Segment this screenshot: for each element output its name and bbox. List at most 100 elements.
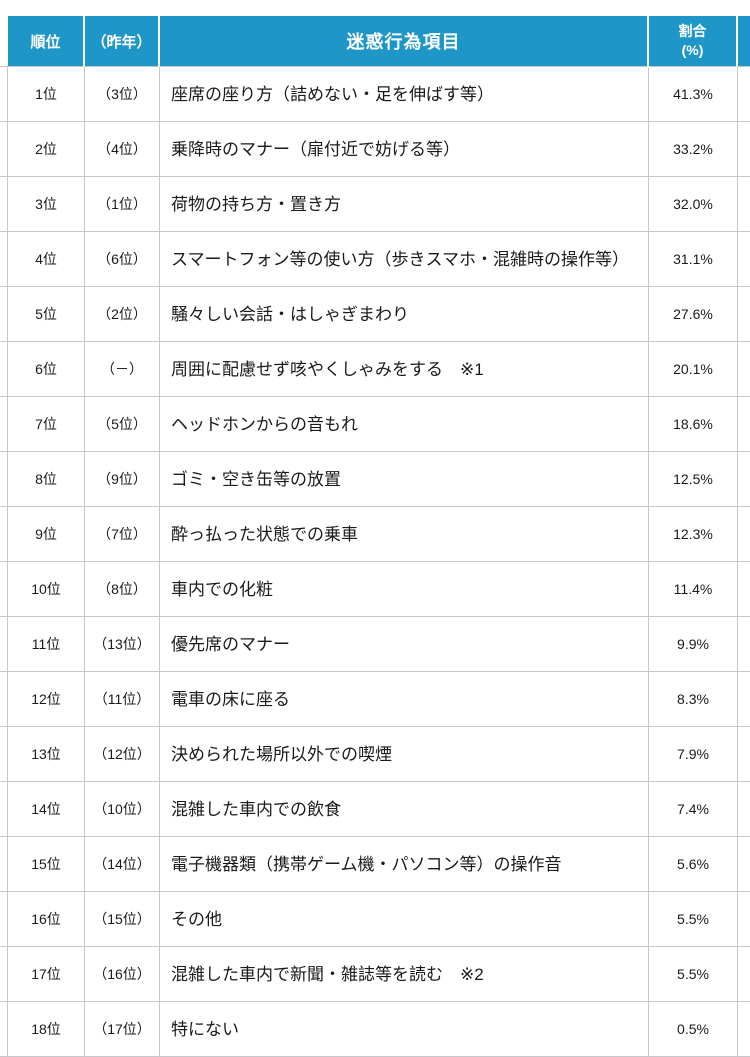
ratio-cell: 8.3%: [649, 672, 738, 727]
ranking-table-page: 順位 （昨年） 迷惑行為項目 割合 (%) 1位 （3位） 座席の座り方（詰めない…: [0, 16, 750, 1057]
left-edge-cutoff-cell: [0, 617, 8, 672]
rank-cell: 6位: [8, 342, 85, 397]
left-edge-cutoff-cell: [0, 16, 8, 67]
right-edge-cutoff-cell: [738, 947, 750, 1002]
nuisance-item-cell: 優先席のマナー: [160, 617, 649, 672]
right-edge-cutoff-cell: [738, 507, 750, 562]
table-row: 5位 （2位） 騒々しい会話・はしゃぎまわり 27.6%: [0, 287, 750, 342]
ratio-cell: 7.4%: [649, 782, 738, 837]
table-row: 15位 （14位） 電子機器類（携帯ゲーム機・パソコン等）の操作音 5.6%: [0, 837, 750, 892]
last-year-rank-cell: （17位）: [85, 1002, 160, 1057]
nuisance-item-cell: 混雑した車内で新聞・雑誌等を読む ※2: [160, 947, 649, 1002]
nuisance-item-cell: 特にない: [160, 1002, 649, 1057]
table-row: 8位 （9位） ゴミ・空き缶等の放置 12.5%: [0, 452, 750, 507]
nuisance-item-cell: ヘッドホンからの音もれ: [160, 397, 649, 452]
right-edge-cutoff-cell: [738, 892, 750, 947]
rank-cell: 11位: [8, 617, 85, 672]
rank-cell: 3位: [8, 177, 85, 232]
right-edge-cutoff-cell: [738, 232, 750, 287]
table-row: 2位 （4位） 乗降時のマナー（扉付近で妨げる等） 33.2%: [0, 122, 750, 177]
ratio-cell: 20.1%: [649, 342, 738, 397]
right-edge-cutoff-cell: [738, 1002, 750, 1057]
right-edge-cutoff-cell: [738, 452, 750, 507]
rank-cell: 14位: [8, 782, 85, 837]
left-edge-cutoff-cell: [0, 1002, 8, 1057]
last-year-rank-cell: （2位）: [85, 287, 160, 342]
ratio-cell: 11.4%: [649, 562, 738, 617]
ratio-cell: 12.5%: [649, 452, 738, 507]
table-row: 17位 （16位） 混雑した車内で新聞・雑誌等を読む ※2 5.5%: [0, 947, 750, 1002]
nuisance-item-cell: 電車の床に座る: [160, 672, 649, 727]
ratio-cell: 9.9%: [649, 617, 738, 672]
left-edge-cutoff-cell: [0, 232, 8, 287]
rank-cell: 16位: [8, 892, 85, 947]
nuisance-item-cell: その他: [160, 892, 649, 947]
right-edge-cutoff-cell: [738, 397, 750, 452]
last-year-rank-cell: （15位）: [85, 892, 160, 947]
rank-cell: 5位: [8, 287, 85, 342]
last-year-rank-cell: （12位）: [85, 727, 160, 782]
left-edge-cutoff-cell: [0, 452, 8, 507]
last-year-rank-cell: （8位）: [85, 562, 160, 617]
left-edge-cutoff-cell: [0, 672, 8, 727]
nuisance-item-cell: 酔っ払った状態での乗車: [160, 507, 649, 562]
left-edge-cutoff-cell: [0, 892, 8, 947]
header-row: 順位 （昨年） 迷惑行為項目 割合 (%): [0, 16, 750, 67]
col-header-rank: 順位: [8, 16, 85, 67]
rank-cell: 1位: [8, 67, 85, 122]
rank-cell: 13位: [8, 727, 85, 782]
table-row: 1位 （3位） 座席の座り方（詰めない・足を伸ばす等） 41.3%: [0, 67, 750, 122]
nuisance-item-cell: 座席の座り方（詰めない・足を伸ばす等）: [160, 67, 649, 122]
right-edge-cutoff-cell: [738, 342, 750, 397]
last-year-rank-cell: （14位）: [85, 837, 160, 892]
left-edge-cutoff-cell: [0, 837, 8, 892]
col-header-ratio: 割合 (%): [649, 16, 738, 67]
rank-cell: 7位: [8, 397, 85, 452]
last-year-rank-cell: （1位）: [85, 177, 160, 232]
ratio-header-line1: 割合: [678, 23, 707, 40]
table-row: 16位 （15位） その他 5.5%: [0, 892, 750, 947]
rank-cell: 8位: [8, 452, 85, 507]
last-year-rank-cell: （5位）: [85, 397, 160, 452]
left-edge-cutoff-cell: [0, 397, 8, 452]
nuisance-item-cell: 周囲に配慮せず咳やくしゃみをする ※1: [160, 342, 649, 397]
table-row: 18位 （17位） 特にない 0.5%: [0, 1002, 750, 1057]
left-edge-cutoff-cell: [0, 342, 8, 397]
col-header-last-year: （昨年）: [85, 16, 160, 67]
ratio-cell: 31.1%: [649, 232, 738, 287]
left-edge-cutoff-cell: [0, 562, 8, 617]
left-edge-cutoff-cell: [0, 782, 8, 837]
ratio-cell: 27.6%: [649, 287, 738, 342]
right-edge-cutoff-cell: [738, 122, 750, 177]
last-year-rank-cell: （9位）: [85, 452, 160, 507]
table-row: 4位 （6位） スマートフォン等の使い方（歩きスマホ・混雑時の操作等） 31.1…: [0, 232, 750, 287]
last-year-rank-cell: （6位）: [85, 232, 160, 287]
rank-cell: 18位: [8, 1002, 85, 1057]
ratio-header-line2: (%): [681, 42, 704, 58]
table-row: 12位 （11位） 電車の床に座る 8.3%: [0, 672, 750, 727]
ratio-cell: 5.6%: [649, 837, 738, 892]
last-year-rank-cell: （－）: [85, 342, 160, 397]
nuisance-item-cell: 車内での化粧: [160, 562, 649, 617]
table-row: 6位 （－） 周囲に配慮せず咳やくしゃみをする ※1 20.1%: [0, 342, 750, 397]
ratio-cell: 33.2%: [649, 122, 738, 177]
left-edge-cutoff-cell: [0, 122, 8, 177]
right-edge-cutoff-cell: [738, 67, 750, 122]
left-edge-cutoff-cell: [0, 947, 8, 1002]
rank-cell: 12位: [8, 672, 85, 727]
nuisance-item-cell: 電子機器類（携帯ゲーム機・パソコン等）の操作音: [160, 837, 649, 892]
table-row: 14位 （10位） 混雑した車内での飲食 7.4%: [0, 782, 750, 837]
table-row: 3位 （1位） 荷物の持ち方・置き方 32.0%: [0, 177, 750, 232]
last-year-rank-cell: （4位）: [85, 122, 160, 177]
nuisance-item-cell: 荷物の持ち方・置き方: [160, 177, 649, 232]
nuisance-item-cell: スマートフォン等の使い方（歩きスマホ・混雑時の操作等）: [160, 232, 649, 287]
ratio-cell: 5.5%: [649, 892, 738, 947]
nuisance-item-cell: 決められた場所以外での喫煙: [160, 727, 649, 782]
last-year-rank-cell: （13位）: [85, 617, 160, 672]
left-edge-cutoff-cell: [0, 67, 8, 122]
right-edge-cutoff-cell: [738, 672, 750, 727]
nuisance-item-cell: ゴミ・空き缶等の放置: [160, 452, 649, 507]
table-row: 9位 （7位） 酔っ払った状態での乗車 12.3%: [0, 507, 750, 562]
right-edge-cutoff-cell: [738, 782, 750, 837]
nuisance-ranking-table: 順位 （昨年） 迷惑行為項目 割合 (%) 1位 （3位） 座席の座り方（詰めない…: [0, 16, 750, 1057]
